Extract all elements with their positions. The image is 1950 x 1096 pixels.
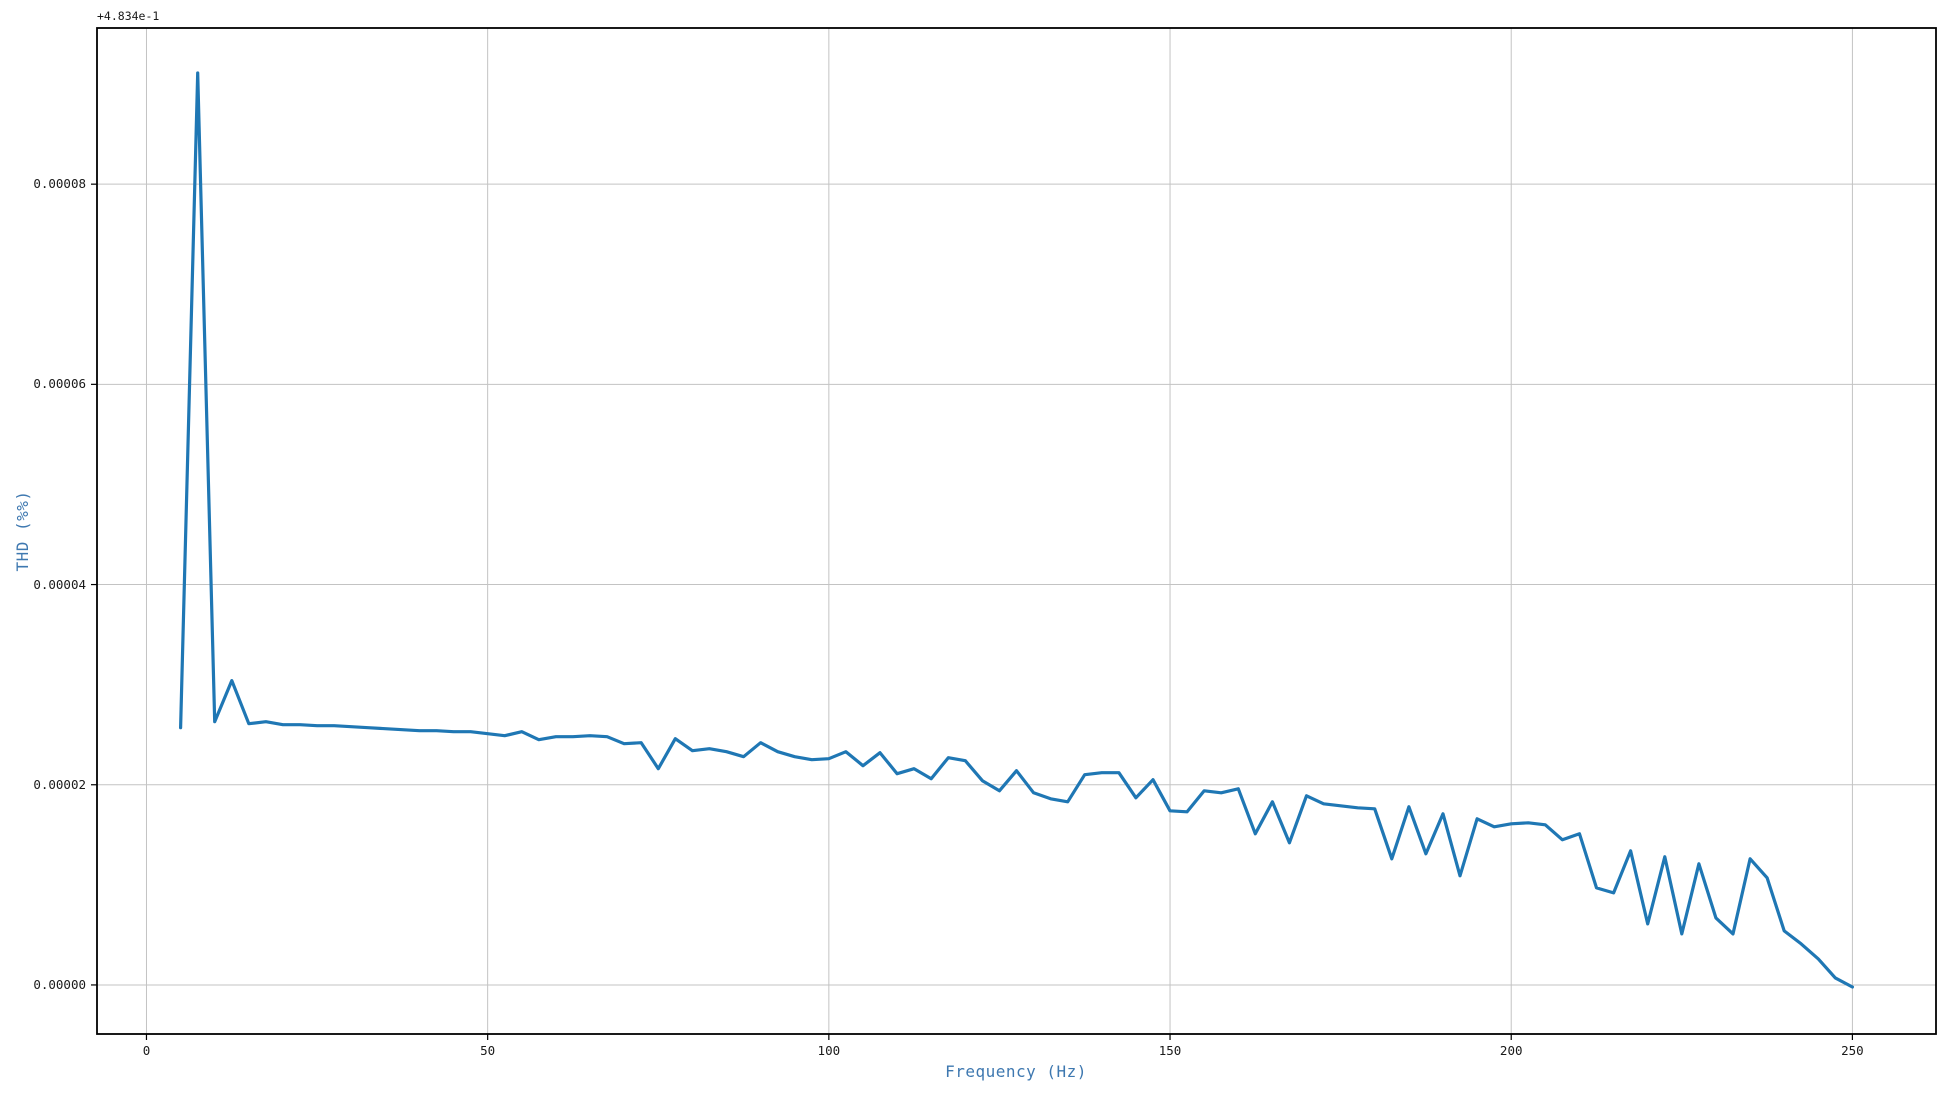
x-tick-label: 150 (1158, 1043, 1182, 1058)
y-tick-label: 0.00004 (33, 576, 86, 592)
y-tick-label: 0.00006 (33, 376, 86, 392)
x-axis-label: Frequency (Hz) (945, 1062, 1087, 1081)
y-tick-label: 0.00002 (33, 776, 86, 792)
x-tick-label: 200 (1499, 1043, 1523, 1058)
x-tick-label: 100 (817, 1043, 841, 1058)
y-axis-offset-label: +4.834e-1 (97, 9, 160, 23)
x-tick-label: 50 (480, 1043, 496, 1058)
y-tick-label: 0.00008 (33, 176, 86, 192)
y-tick-label: 0.00000 (33, 976, 86, 992)
x-tick-label: 0 (142, 1043, 151, 1058)
y-axis-label: THD (%%) (13, 490, 32, 572)
thd-data-line (179, 71, 1855, 989)
plot-border (96, 27, 1937, 1035)
x-tick-label: 250 (1841, 1043, 1864, 1058)
